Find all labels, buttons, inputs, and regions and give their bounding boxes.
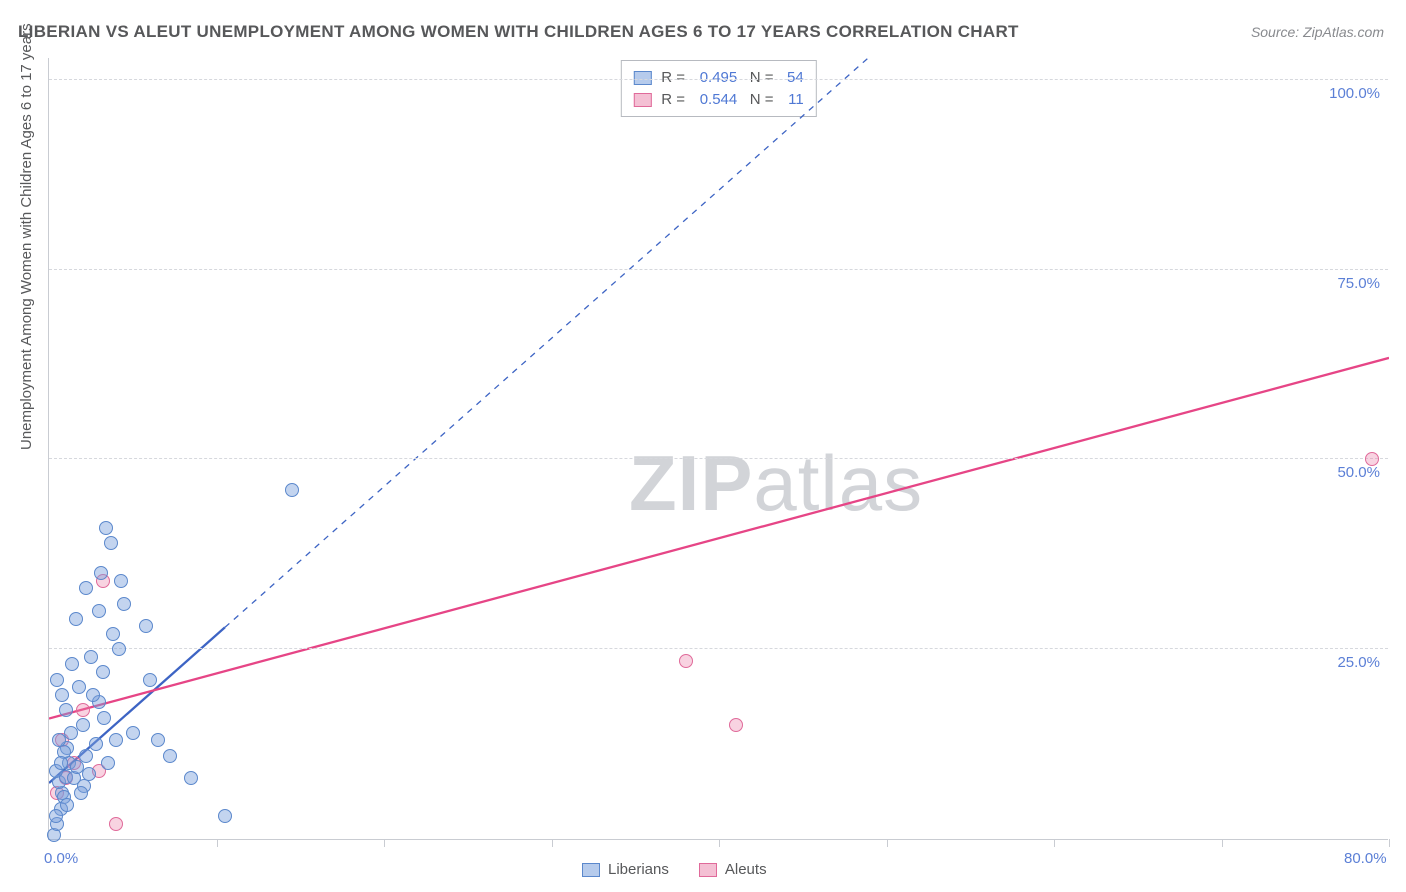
data-point-liberians <box>50 673 64 687</box>
data-point-liberians <box>55 688 69 702</box>
legend-correlation: R = 0.495 N = 54R = 0.544 N = 11 <box>620 60 816 117</box>
data-point-liberians <box>96 665 110 679</box>
data-point-liberians <box>184 771 198 785</box>
data-point-liberians <box>99 521 113 535</box>
data-point-liberians <box>94 566 108 580</box>
legend-swatch <box>633 93 651 107</box>
data-point-liberians <box>52 733 66 747</box>
legend-swatch <box>699 863 717 877</box>
source-attribution: Source: ZipAtlas.com <box>1251 24 1384 40</box>
data-point-aleuts <box>729 718 743 732</box>
data-point-liberians <box>112 642 126 656</box>
data-point-liberians <box>117 597 131 611</box>
y-axis-tick-label: 25.0% <box>1337 654 1380 671</box>
data-point-aleuts <box>1365 452 1379 466</box>
legend-row: R = 0.544 N = 11 <box>633 89 803 111</box>
plot-area: ZIPatlas R = 0.495 N = 54R = 0.544 N = 1… <box>48 58 1388 840</box>
data-point-liberians <box>143 673 157 687</box>
data-point-liberians <box>72 680 86 694</box>
gridline <box>49 648 1388 649</box>
data-point-liberians <box>49 809 63 823</box>
data-point-liberians <box>109 733 123 747</box>
data-point-liberians <box>84 650 98 664</box>
data-point-liberians <box>92 604 106 618</box>
x-axis-max-label: 80.0% <box>1344 850 1387 867</box>
x-axis-origin-label: 0.0% <box>44 850 78 867</box>
watermark: ZIPatlas <box>629 438 923 529</box>
data-point-liberians <box>74 786 88 800</box>
gridline <box>49 269 1388 270</box>
data-point-liberians <box>82 767 96 781</box>
gridline <box>49 79 1388 80</box>
data-point-liberians <box>163 749 177 763</box>
x-axis-tick <box>552 839 553 847</box>
data-point-liberians <box>79 581 93 595</box>
data-point-liberians <box>114 574 128 588</box>
x-axis-tick <box>887 839 888 847</box>
x-axis-tick <box>384 839 385 847</box>
data-point-liberians <box>104 536 118 550</box>
data-point-liberians <box>151 733 165 747</box>
legend-swatch <box>582 863 600 877</box>
data-point-aleuts <box>679 654 693 668</box>
data-point-liberians <box>126 726 140 740</box>
x-axis-tick <box>719 839 720 847</box>
data-point-liberians <box>218 809 232 823</box>
data-point-liberians <box>89 737 103 751</box>
data-point-liberians <box>86 688 100 702</box>
data-point-liberians <box>139 619 153 633</box>
watermark-rest: atlas <box>753 439 923 527</box>
legend-item: Aleuts <box>699 861 767 878</box>
x-axis-tick <box>217 839 218 847</box>
data-point-liberians <box>59 703 73 717</box>
x-axis-tick <box>1054 839 1055 847</box>
y-axis-title: Unemployment Among Women with Children A… <box>18 23 35 450</box>
data-point-liberians <box>54 756 68 770</box>
chart-title: LIBERIAN VS ALEUT UNEMPLOYMENT AMONG WOM… <box>18 22 1019 42</box>
legend-label: Liberians <box>608 861 669 878</box>
data-point-liberians <box>106 627 120 641</box>
data-point-aleuts <box>76 703 90 717</box>
data-point-liberians <box>285 483 299 497</box>
x-axis-tick <box>1389 839 1390 847</box>
y-axis-tick-label: 75.0% <box>1337 275 1380 292</box>
data-point-aleuts <box>109 817 123 831</box>
legend-series: Liberians Aleuts <box>582 861 767 878</box>
y-axis-tick-label: 100.0% <box>1329 85 1380 102</box>
gridline <box>49 458 1388 459</box>
data-point-liberians <box>69 612 83 626</box>
watermark-bold: ZIP <box>629 439 753 527</box>
legend-label: Aleuts <box>725 861 767 878</box>
x-axis-tick <box>1222 839 1223 847</box>
data-point-liberians <box>97 711 111 725</box>
data-point-liberians <box>76 718 90 732</box>
legend-item: Liberians <box>582 861 669 878</box>
data-point-liberians <box>101 756 115 770</box>
data-point-liberians <box>65 657 79 671</box>
data-point-liberians <box>60 798 74 812</box>
y-axis-tick-label: 50.0% <box>1337 464 1380 481</box>
